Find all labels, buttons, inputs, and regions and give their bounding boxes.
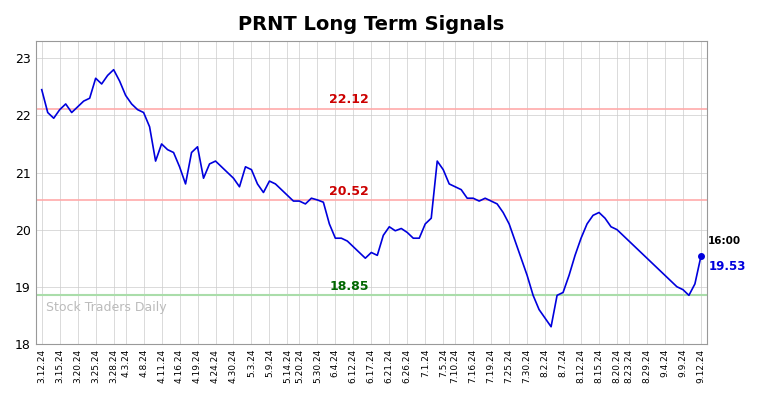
Title: PRNT Long Term Signals: PRNT Long Term Signals [238,15,504,34]
Text: 19.53: 19.53 [708,259,746,273]
Text: 20.52: 20.52 [329,185,369,198]
Text: Stock Traders Daily: Stock Traders Daily [45,300,166,314]
Text: 16:00: 16:00 [708,236,742,246]
Text: 22.12: 22.12 [329,93,369,106]
Text: 18.85: 18.85 [329,280,368,293]
